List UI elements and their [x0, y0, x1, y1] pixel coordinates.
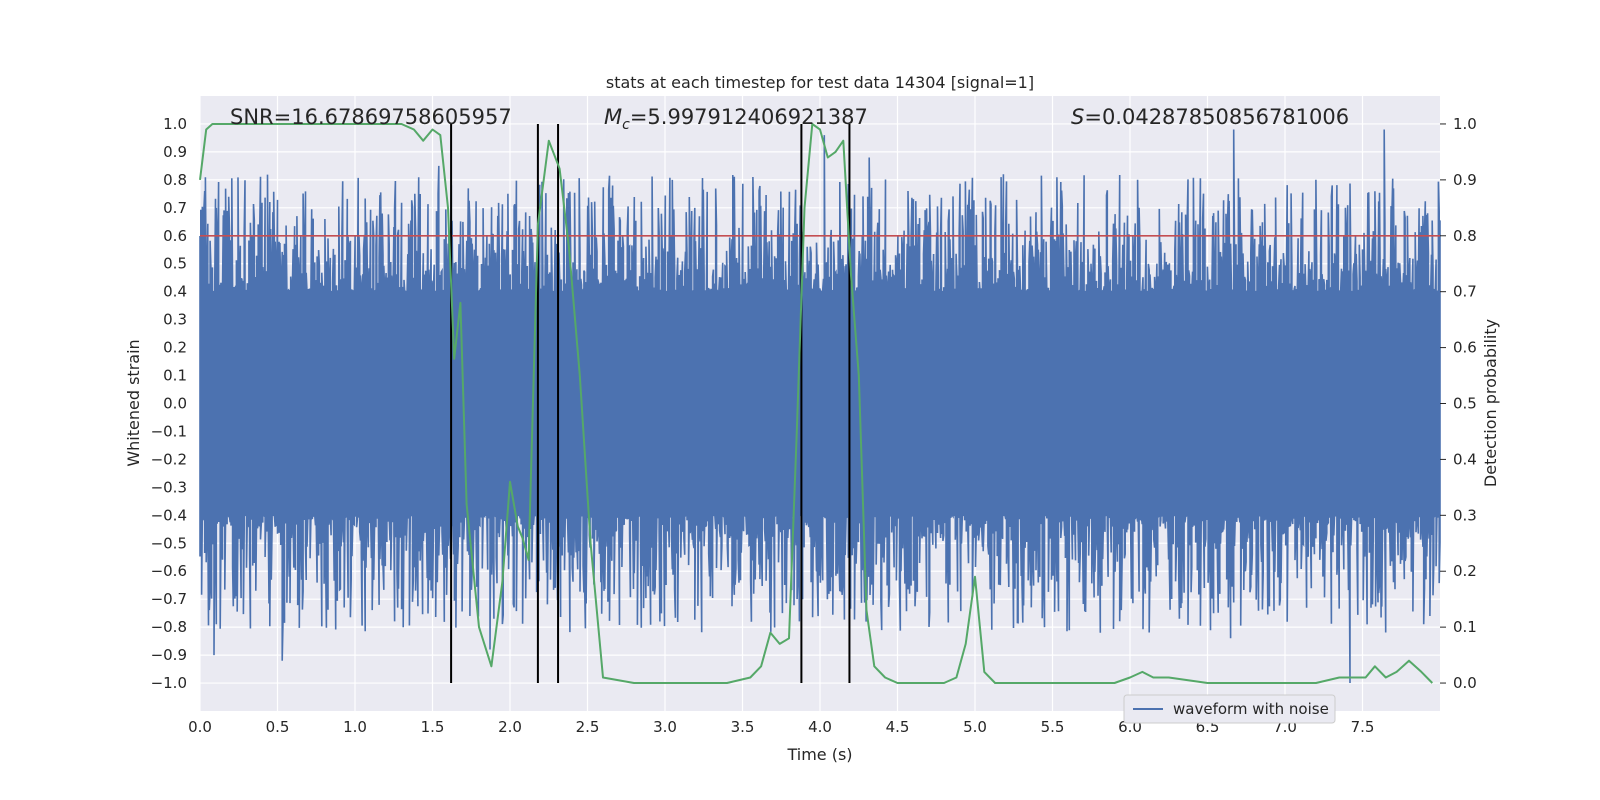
x-tick-label: 2.5: [576, 718, 600, 736]
y-tick-label: −0.3: [151, 478, 187, 496]
y-tick-label: 0.9: [163, 143, 187, 161]
chart-title: stats at each timestep for test data 143…: [606, 73, 1034, 92]
probability-line: [199, 123, 1434, 684]
y-tick-label: 0.6: [163, 227, 187, 245]
chirp-mass-value: =5.997912406921387: [630, 105, 868, 129]
x-tick-label: 4.5: [886, 718, 910, 736]
legend: waveform with noise: [1123, 694, 1336, 724]
y2-tick-label: 0.1: [1453, 618, 1477, 636]
x-tick-label: 1.0: [343, 718, 367, 736]
snr-annotation: SNR=16.67869758605957: [230, 105, 512, 129]
chirp-mass-symbol: M: [604, 105, 622, 129]
y-tick-label: −0.2: [151, 450, 187, 468]
y2-tick-label: 0.4: [1453, 450, 1477, 468]
x-tick-label: 4.0: [808, 718, 832, 736]
y-axis-label: Whitened strain: [124, 339, 143, 466]
y2-tick-label: 0.3: [1453, 506, 1477, 524]
waveform-line: [199, 129, 1441, 684]
event-markers: [450, 123, 851, 684]
x-tick-label: 0.5: [266, 718, 290, 736]
y-tick-label: −0.4: [151, 506, 187, 524]
x-tick-label: 3.5: [731, 718, 755, 736]
y-tick-label: −0.5: [151, 534, 187, 552]
s-symbol: S: [1071, 105, 1084, 129]
x-tick-label: 7.5: [1351, 718, 1375, 736]
s-value: =0.04287850856781006: [1084, 105, 1349, 129]
y2-tick-label: 0.8: [1453, 227, 1477, 245]
y2-tick-label: 1.0: [1453, 115, 1477, 133]
x-tick-label: 5.0: [963, 718, 987, 736]
y-tick-label: −0.7: [151, 590, 187, 608]
y-tick-label: −0.1: [151, 422, 187, 440]
y-tick-label: 0.5: [163, 255, 187, 273]
y-tick-label: 0.2: [163, 339, 187, 357]
y2-tick-label: 0.0: [1453, 674, 1477, 692]
y-tick-label: 0.8: [163, 171, 187, 189]
y-tick-label: −0.8: [151, 618, 187, 636]
y2-tick-label: 0.7: [1453, 283, 1477, 301]
y2-tick-label: 0.9: [1453, 171, 1477, 189]
y-tick-label: 0.3: [163, 311, 187, 329]
y-tick-label: 0.7: [163, 199, 187, 217]
y2-tick-label: 0.5: [1453, 395, 1477, 413]
y-tick-label: 0.0: [163, 395, 187, 413]
x-axis-label: Time (s): [786, 745, 852, 764]
y-tick-label: 0.1: [163, 367, 187, 385]
y-tick-label: −0.9: [151, 646, 187, 664]
x-axis-ticks: 0.0 0.5 1.0 1.5 2.0 2.5 3.0 3.5 4.0 4.5 5.0 5.5 6.0 6…: [188, 718, 1374, 736]
y-axis-ticks: 1.0 0.9 0.8 0.7 0.6 0.5 0.4 0.3 0.2 0.1 0.0 −0.1 −0.…: [151, 115, 187, 692]
y2-axis-ticks: 1.0 0.9 0.8 0.7 0.6 0.5 0.4 0.3 0.2 0.1 0.0: [1440, 115, 1477, 692]
x-tick-label: 0.0: [188, 718, 212, 736]
x-tick-label: 5.5: [1041, 718, 1065, 736]
legend-label: waveform with noise: [1173, 700, 1329, 718]
y2-tick-label: 0.2: [1453, 562, 1477, 580]
y2-tick-label: 0.6: [1453, 339, 1477, 357]
x-tick-label: 2.0: [498, 718, 522, 736]
chirp-mass-annotation: Mc=5.997912406921387: [604, 105, 868, 133]
y-tick-label: −0.6: [151, 562, 187, 580]
y-tick-label: −1.0: [151, 674, 187, 692]
legend-box: [1123, 694, 1336, 724]
chirp-mass-subscript: c: [622, 117, 630, 133]
y-tick-label: 0.4: [163, 283, 187, 301]
x-tick-label: 3.0: [653, 718, 677, 736]
x-tick-label: 1.5: [421, 718, 445, 736]
waveform-series: [199, 129, 1441, 684]
s-annotation: S=0.04287850856781006: [1071, 105, 1349, 129]
y2-axis-label: Detection probability: [1481, 319, 1500, 487]
y-tick-label: 1.0: [163, 115, 187, 133]
